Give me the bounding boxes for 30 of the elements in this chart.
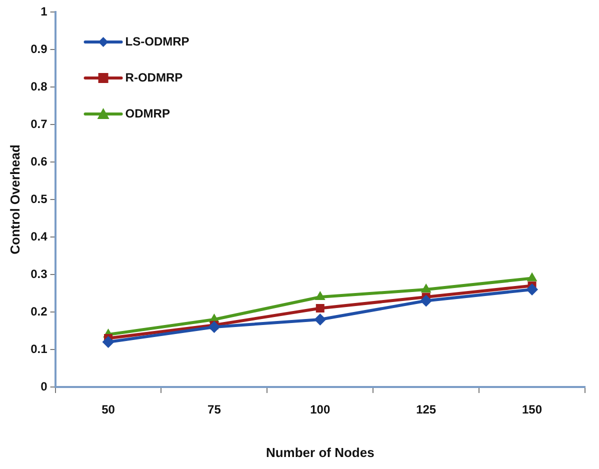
point	[314, 291, 326, 300]
y-tick-label: 0.4	[30, 229, 48, 244]
y-axis-title: Control Overhead	[7, 144, 22, 254]
y-tick-label: 0	[40, 379, 48, 394]
point	[526, 272, 538, 282]
point	[208, 321, 220, 333]
point	[314, 314, 326, 326]
x-tick-label: 50	[102, 402, 116, 417]
x-tick-label: 100	[310, 402, 330, 417]
point	[316, 304, 324, 312]
y-tick-label: 0.7	[30, 116, 48, 131]
x-tick-label: 75	[208, 402, 222, 417]
y-tick-label: 0.1	[30, 342, 48, 356]
point	[102, 336, 114, 348]
legend-label: R-ODMRP	[125, 70, 183, 84]
x-tick-label: 150	[522, 402, 542, 417]
legend-label: LS-ODMRP	[125, 34, 190, 48]
y-tick-label: 0.3	[30, 266, 48, 281]
y-tick-label: 0.5	[30, 192, 48, 206]
y-tick-label: 0.8	[30, 79, 48, 94]
y-tick-label: 0.6	[30, 154, 48, 168]
x-tick-label: 125	[416, 402, 436, 417]
y-tick-label: 0.2	[30, 304, 48, 318]
point	[420, 284, 432, 292]
legend-label: ODMRP	[125, 106, 170, 120]
y-tick-label: 0.9	[30, 42, 48, 56]
point	[526, 284, 538, 296]
x-axis-title: Number of Nodes	[266, 444, 374, 460]
y-tick-label: 1	[40, 4, 48, 18]
point	[420, 294, 432, 307]
